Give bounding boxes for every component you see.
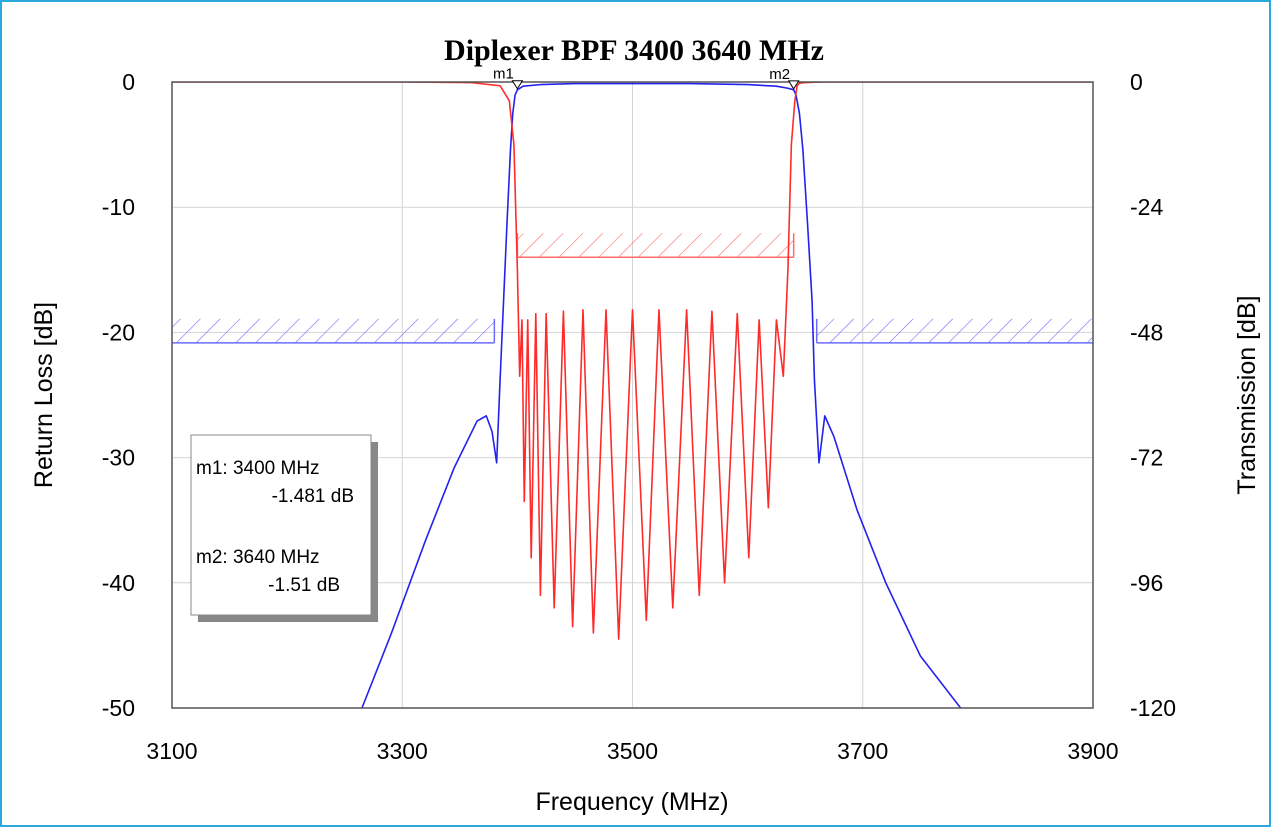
y-right-tick-label: -24 <box>1130 194 1163 220</box>
x-tick-label: 3500 <box>607 738 658 764</box>
legend-m2-freq: m2: 3640 MHz <box>196 547 320 568</box>
transmission-curve <box>361 82 962 708</box>
series-group <box>172 82 1093 708</box>
marker-legend: m1: 3400 MHz -1.481 dB m2: 3640 MHz -1.5… <box>190 434 378 622</box>
y-left-tick-label: -10 <box>102 194 135 220</box>
x-axis-title: Frequency (MHz) <box>535 788 728 816</box>
y-left-tick-label: -30 <box>102 445 135 471</box>
x-tick-label: 3100 <box>146 738 197 764</box>
marker-label-m1: m1 <box>493 66 514 83</box>
grid <box>172 82 1093 708</box>
y-right-tick-label: -96 <box>1130 570 1163 596</box>
y-left-tick-label: -40 <box>102 570 135 596</box>
y-axis-left-title: Return Loss [dB] <box>30 302 58 488</box>
legend-m1-freq: m1: 3400 MHz <box>196 458 320 479</box>
plot-border <box>171 81 1094 709</box>
y-right-tick-label: -48 <box>1130 319 1163 345</box>
marker-m2 <box>787 80 800 90</box>
mask-group <box>172 233 1093 344</box>
y-right-tick-label: -72 <box>1130 445 1163 471</box>
y-left-tick-label: -50 <box>102 695 135 721</box>
x-tick-label: 3300 <box>377 738 428 764</box>
x-tick-label: 3900 <box>1067 738 1118 764</box>
y-axis-right-title: Transmission [dB] <box>1233 295 1261 494</box>
chart-title: Diplexer BPF 3400 3640 MHz <box>444 34 824 67</box>
tick-labels: 3100 3300 3500 3700 3900 0 -10 -20 -30 -40 -50 0 -24… <box>102 69 1176 764</box>
spec-mask-hatch <box>172 318 495 343</box>
legend-m1-value: -1.481 dB <box>272 486 354 507</box>
y-left-tick-label: 0 <box>122 69 135 95</box>
spec-mask-hatch <box>517 233 794 258</box>
y-left-tick-label: -20 <box>102 319 135 345</box>
marker-label-m2: m2 <box>769 66 790 83</box>
return-loss-curve <box>172 82 1093 640</box>
legend-box <box>190 434 372 616</box>
marker-m1 <box>511 80 524 90</box>
x-tick-label: 3700 <box>837 738 888 764</box>
legend-m2-value: -1.51 dB <box>268 575 340 596</box>
y-right-tick-label: 0 <box>1130 69 1143 95</box>
y-right-tick-label: -120 <box>1130 695 1176 721</box>
marker-group: m1 m2 <box>493 66 800 90</box>
spec-mask-hatch <box>816 318 1093 343</box>
